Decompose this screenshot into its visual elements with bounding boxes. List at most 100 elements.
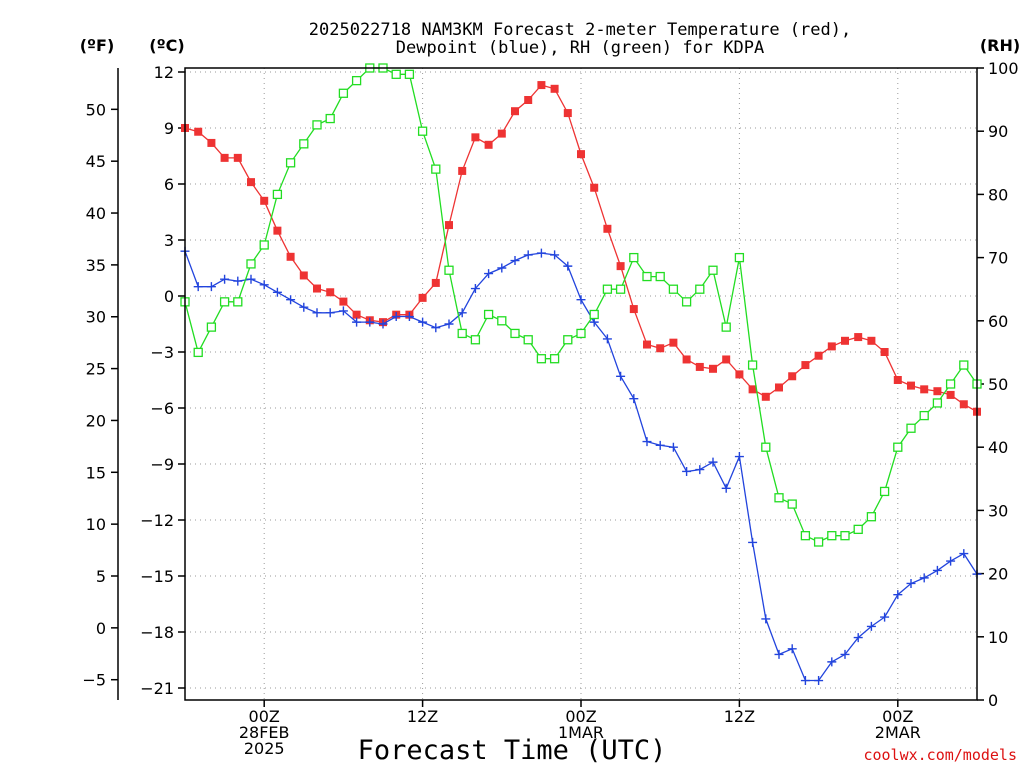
rh-tick-label: 20 xyxy=(988,565,1008,584)
rh-point xyxy=(431,164,441,174)
fahrenheit-tick-label: 15 xyxy=(86,463,106,482)
rh-point xyxy=(483,309,494,320)
dewpoint-point xyxy=(761,614,771,624)
temperature-point xyxy=(207,138,216,147)
celsius-tick-label: −6 xyxy=(150,399,174,418)
rh-point xyxy=(470,335,481,345)
rh-tick-label: 40 xyxy=(988,438,1008,457)
temperature-point xyxy=(827,342,836,351)
temperature-point xyxy=(801,361,810,370)
temperature-point xyxy=(352,310,361,319)
rh-point xyxy=(932,398,943,408)
temperature-point xyxy=(682,355,691,364)
temperature-point xyxy=(656,344,665,353)
fahrenheit-tick-label: 40 xyxy=(86,204,106,223)
dewpoint-point xyxy=(840,649,850,659)
dewpoint-point xyxy=(602,334,612,344)
rh-tick-label: 70 xyxy=(988,249,1008,268)
temperature-point xyxy=(313,284,321,293)
temperature-point xyxy=(550,84,559,93)
temperature-point xyxy=(273,226,282,235)
rh-point xyxy=(299,139,309,149)
rh-tick-label: 50 xyxy=(988,375,1008,394)
dewpoint-point xyxy=(880,612,890,622)
temperature-point xyxy=(484,140,493,149)
temperature-point xyxy=(788,372,797,381)
rh-point xyxy=(840,531,850,541)
celsius-tick-label: 12 xyxy=(154,63,174,82)
rh-point xyxy=(219,297,230,307)
time-tick-label: 28FEB xyxy=(239,723,290,742)
dewpoint-point xyxy=(299,302,309,312)
rh-point xyxy=(404,69,415,79)
time-tick-label: 2025 xyxy=(244,739,285,758)
dewpoint-point xyxy=(418,317,428,327)
temperature-point xyxy=(603,224,612,233)
fahrenheit-tick-label: 45 xyxy=(86,152,106,171)
rh-point xyxy=(285,158,296,168)
dewpoint-point xyxy=(563,261,573,271)
celsius-tick-label: −9 xyxy=(150,455,174,474)
rh-point xyxy=(761,442,771,452)
dewpoint-point xyxy=(312,308,322,318)
rh-point xyxy=(853,524,863,535)
rh-point xyxy=(497,316,507,326)
rh-point xyxy=(602,284,613,294)
rh-point xyxy=(259,240,269,250)
rh-point xyxy=(338,88,349,98)
rh-point xyxy=(945,379,956,389)
rh-point xyxy=(681,297,692,307)
rh-point xyxy=(563,335,573,345)
dewpoint-point xyxy=(404,312,414,322)
rh-point xyxy=(391,69,401,79)
dewpoint-point xyxy=(338,306,348,316)
rh-point xyxy=(906,423,916,433)
rh-point xyxy=(457,328,467,339)
dewpoint-point xyxy=(193,282,203,292)
series-layer xyxy=(180,63,982,686)
temperature-point xyxy=(458,166,467,175)
dewpoint-point xyxy=(827,657,837,667)
temperature-point xyxy=(946,390,955,399)
temperature-point xyxy=(616,262,625,271)
dewpoint-point xyxy=(246,274,256,284)
rh-point xyxy=(866,512,877,522)
dewpoint-point xyxy=(589,317,599,327)
celsius-unit-label: (ºC) xyxy=(149,36,184,55)
dewpoint-series xyxy=(180,246,982,686)
fahrenheit-tick-label: 20 xyxy=(86,411,106,430)
dewpoint-point xyxy=(391,312,401,322)
dewpoint-point xyxy=(629,394,639,404)
dewpoint-point xyxy=(655,440,665,450)
rh-point xyxy=(312,120,322,130)
dewpoint-point xyxy=(457,308,467,318)
rh-point xyxy=(576,328,586,339)
temperature-point xyxy=(841,336,849,345)
temperature-point xyxy=(233,153,242,162)
temperature-point xyxy=(867,336,876,345)
dewpoint-point xyxy=(959,549,969,559)
dewpoint-point xyxy=(932,565,942,575)
dewpoint-point xyxy=(695,465,705,475)
chart-title: 2025022718 NAM3KM Forecast 2-meter Tempe… xyxy=(309,20,851,58)
chart-title-line1: 2025022718 NAM3KM Forecast 2-meter Tempe… xyxy=(309,20,851,40)
fahrenheit-tick-label: 35 xyxy=(86,256,106,275)
temperature-point xyxy=(537,81,546,90)
dewpoint-point xyxy=(233,276,243,286)
rh-point xyxy=(510,328,520,339)
dewpoint-line xyxy=(184,250,978,682)
dewpoint-point xyxy=(946,556,956,566)
temperature-point xyxy=(260,196,269,205)
rh-point xyxy=(721,322,731,332)
dewpoint-point xyxy=(365,317,375,327)
rh-point xyxy=(813,537,824,547)
rh-point xyxy=(919,410,929,421)
rh-series xyxy=(180,63,982,547)
dewpoint-point xyxy=(814,676,824,686)
celsius-tick-label: 6 xyxy=(164,175,174,194)
rh-point xyxy=(800,531,811,541)
rh-point xyxy=(615,284,626,294)
rh-tick-label: 100 xyxy=(988,59,1019,78)
temperature-point xyxy=(524,96,533,104)
